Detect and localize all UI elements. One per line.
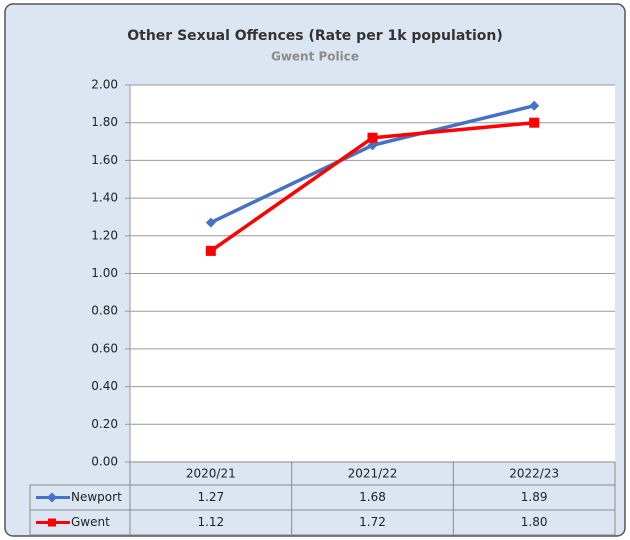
- x-tick-label: 2022/23: [509, 467, 559, 481]
- chart-subtitle: Gwent Police: [271, 50, 359, 64]
- y-tick-label: 2.00: [91, 78, 118, 92]
- y-tick-label: 1.00: [91, 266, 118, 280]
- table-value: 1.27: [197, 490, 224, 504]
- x-tick-label: 2021/22: [348, 467, 398, 481]
- table-value: 1.89: [521, 490, 548, 504]
- marker: [205, 245, 216, 256]
- y-tick-label: 0.60: [91, 341, 118, 355]
- marker: [205, 217, 216, 228]
- marker: [529, 100, 540, 111]
- marker: [529, 117, 540, 128]
- x-tick-label: 2020/21: [186, 467, 236, 481]
- y-tick-label: 1.40: [91, 191, 118, 205]
- y-tick-label: 1.60: [91, 153, 118, 167]
- legend-marker: [48, 518, 56, 527]
- legend-marker: [47, 492, 57, 503]
- y-tick-label: 0.80: [91, 304, 118, 318]
- chart-title: Other Sexual Offences (Rate per 1k popul…: [127, 28, 503, 44]
- legend-label: Gwent: [71, 515, 110, 529]
- table-value: 1.12: [197, 515, 224, 529]
- marker: [367, 140, 378, 151]
- y-tick-label: 0.20: [91, 417, 118, 431]
- y-tick-label: 0.40: [91, 379, 118, 393]
- table-value: 1.72: [359, 515, 386, 529]
- y-tick-label: 1.20: [91, 228, 118, 242]
- table-value: 1.68: [359, 490, 386, 504]
- y-tick-label: 0.00: [91, 455, 118, 469]
- marker: [367, 132, 378, 143]
- y-tick-label: 1.80: [91, 115, 118, 129]
- legend-label: Newport: [71, 490, 122, 504]
- table-value: 1.80: [521, 515, 548, 529]
